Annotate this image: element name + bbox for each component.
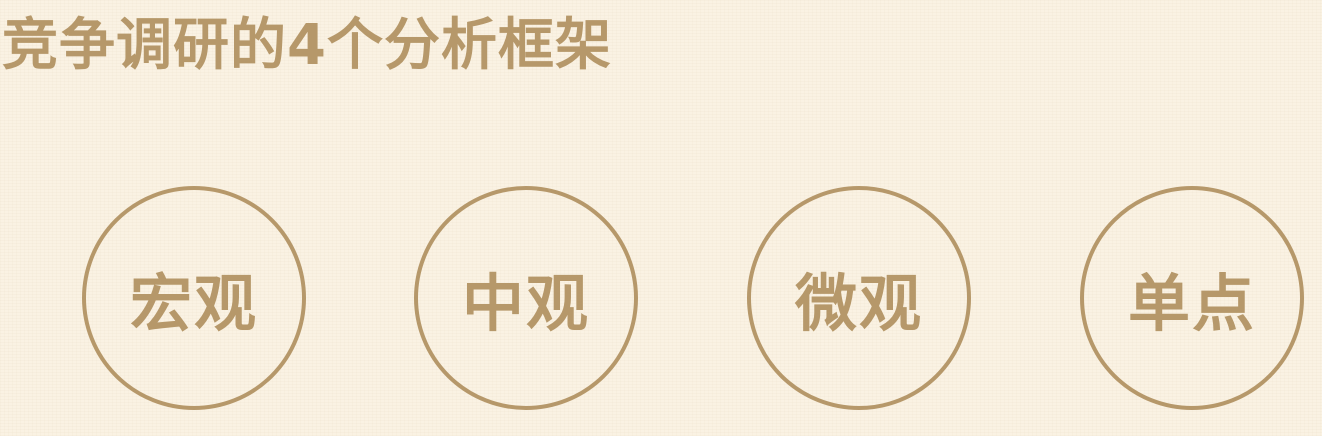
framework-label-macro: 宏观 <box>129 267 258 340</box>
framework-label-single-point: 单点 <box>1127 267 1256 340</box>
framework-circle-micro: 微观 <box>747 186 971 410</box>
framework-circle-meso: 中观 <box>414 186 638 410</box>
page-title: 竞争调研的4个分析框架 <box>2 13 612 78</box>
framework-circle-single-point: 单点 <box>1080 186 1304 410</box>
framework-label-micro: 微观 <box>794 267 923 340</box>
framework-circle-macro: 宏观 <box>82 186 306 410</box>
framework-label-meso: 中观 <box>461 267 590 340</box>
